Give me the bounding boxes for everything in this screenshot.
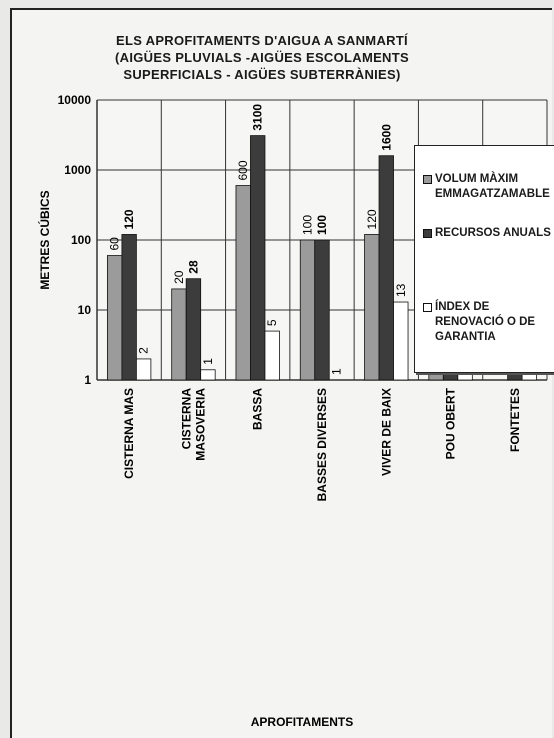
bar (200, 369, 216, 381)
data-label: 120 (365, 209, 379, 229)
data-label: 60 (108, 237, 122, 251)
legend-label-recursos: RECURSOS ANUALS (435, 227, 551, 239)
data-label: 100 (301, 215, 315, 235)
data-label: 5 (265, 319, 279, 326)
data-label: 100 (315, 215, 329, 235)
y-tick-label: 10 (78, 303, 92, 317)
legend-label-index-line-1: ÍNDEX DE (435, 301, 490, 313)
chart-title-line-3: SUPERFICIALS - AIGÜES SUBTERRÀNIES) (123, 67, 401, 82)
chart-title: ELS APROFITAMENTS D'AIGUA A SANMARTÍ (AI… (52, 32, 472, 83)
bar (314, 239, 330, 381)
bar (106, 255, 123, 381)
data-label: 1 (201, 358, 215, 365)
legend-label-index-line-2: RENOVACIÓ O DE (435, 316, 536, 328)
legend-item-recursos: RECURSOS ANUALS (423, 226, 554, 241)
x-axis-label: APROFITAMENTS (251, 715, 353, 729)
bar (235, 185, 251, 381)
x-tick-label: BASSA (251, 388, 265, 430)
data-label: 600 (236, 160, 250, 180)
y-tick-label: 1000 (64, 163, 91, 177)
bar (121, 234, 137, 381)
y-tick-label: 100 (71, 233, 91, 247)
y-tick-label: 1 (84, 373, 91, 387)
x-tick-label: MASOVERIA (193, 388, 207, 461)
data-label: 28 (186, 260, 200, 274)
chart-title-line-1: ELS APROFITAMENTS D'AIGUA A SANMARTÍ (116, 33, 408, 48)
legend-swatch-volum (423, 175, 432, 184)
y-tick-label: 10000 (58, 93, 92, 107)
legend-label-volum-line-1: VOLUM MÀXIM (435, 173, 519, 185)
legend-swatch-recursos (423, 229, 432, 238)
chart-legend: VOLUM MÀXIM EMMAGATZAMABLE RECURSOS ANUA… (414, 145, 554, 373)
bar (250, 135, 266, 381)
chart-title-line-2: (AIGÜES PLUVIALS -AIGÜES ESCOLAMENTS (115, 50, 409, 65)
bar (264, 330, 280, 381)
bar (171, 288, 187, 381)
bar (364, 234, 380, 381)
x-tick-label: FONTETES (508, 388, 522, 452)
bar (299, 239, 316, 381)
y-axis-label: METRES CÚBICS (37, 190, 52, 289)
legend-label-volum-line-2: EMMAGATZAMABLE (435, 188, 550, 200)
data-label: 2 (137, 347, 151, 354)
x-tick-label: CISTERNA MAS (122, 388, 136, 479)
data-label: 13 (394, 283, 408, 297)
data-label: 120 (122, 209, 136, 229)
bar (378, 155, 394, 381)
data-label: 1 (330, 368, 344, 375)
x-tick-label: CISTERNA (179, 388, 193, 450)
data-label: 3100 (251, 104, 265, 131)
x-tick-label: VIVER DE BAIX (379, 388, 393, 476)
chart-page: ELS APROFITAMENTS D'AIGUA A SANMARTÍ (AI… (10, 8, 554, 738)
data-label: 1600 (379, 124, 393, 151)
legend-swatch-index (423, 303, 432, 312)
x-tick-label: POU OBERT (444, 387, 458, 459)
legend-item-index: ÍNDEX DE RENOVACIÓ O DE GARANTIA (423, 300, 554, 345)
bar (135, 358, 152, 381)
bar (393, 301, 409, 381)
bar (185, 278, 202, 381)
legend-item-volum: VOLUM MÀXIM EMMAGATZAMABLE (423, 172, 554, 202)
data-label: 20 (172, 270, 186, 284)
legend-label-index-line-3: GARANTIA (435, 331, 496, 343)
x-tick-label: BASSES DIVERSES (315, 388, 329, 501)
